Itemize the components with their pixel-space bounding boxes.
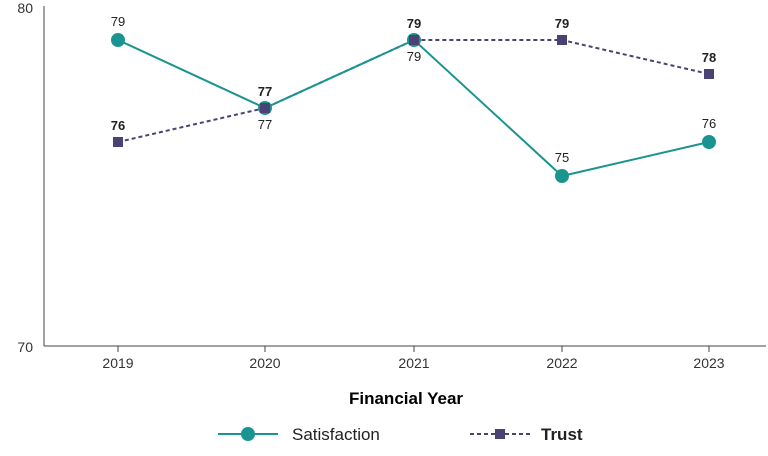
satisfaction-label-2019: 79 xyxy=(111,14,125,29)
satisfaction-label-2023: 76 xyxy=(702,116,716,131)
satisfaction-point-2022 xyxy=(555,169,569,183)
x-tick-label-2019: 2019 xyxy=(102,355,133,371)
legend: Satisfaction Trust xyxy=(218,425,583,444)
legend-trust-marker xyxy=(495,429,505,439)
legend-trust-label: Trust xyxy=(541,425,583,444)
trust-label-2019: 76 xyxy=(111,118,125,133)
legend-satisfaction-label: Satisfaction xyxy=(292,425,380,444)
y-tick-label-top: 80 xyxy=(17,0,33,16)
x-axis-title: Financial Year xyxy=(349,389,463,408)
x-tick-label-2020: 2020 xyxy=(249,355,280,371)
trust-point-2021 xyxy=(409,35,419,45)
y-tick-label-bottom: 70 xyxy=(17,339,33,355)
trust-label-2023: 78 xyxy=(702,50,716,65)
legend-item-satisfaction: Satisfaction xyxy=(218,425,380,444)
satisfaction-point-2019 xyxy=(111,33,125,47)
satisfaction-label-2020: 77 xyxy=(258,117,272,132)
trust-point-2019 xyxy=(113,137,123,147)
trust-label-2020: 77 xyxy=(258,84,272,99)
legend-item-trust: Trust xyxy=(470,425,583,444)
satisfaction-point-2023 xyxy=(702,135,716,149)
satisfaction-label-2022: 75 xyxy=(555,150,569,165)
x-tick-label-2021: 2021 xyxy=(398,355,429,371)
chart-axes: 80 70 2019 2020 2021 2022 2023 Financial Yea… xyxy=(17,0,766,408)
trust-line xyxy=(117,39,710,143)
trust-label-2022: 79 xyxy=(555,16,569,31)
x-tick-label-2023: 2023 xyxy=(693,355,724,371)
trust-label-2021: 79 xyxy=(407,16,421,31)
satisfaction-label-2021: 79 xyxy=(407,49,421,64)
trust-point-2020 xyxy=(260,103,270,113)
x-tick-label-2022: 2022 xyxy=(546,355,577,371)
series-layer: 79 77 79 75 76 76 77 79 79 78 xyxy=(111,14,716,183)
trust-point-2023 xyxy=(704,69,714,79)
legend-satisfaction-marker xyxy=(241,427,255,441)
trust-point-2022 xyxy=(557,35,567,45)
x-ticks: 2019 2020 2021 2022 2023 xyxy=(102,346,725,371)
